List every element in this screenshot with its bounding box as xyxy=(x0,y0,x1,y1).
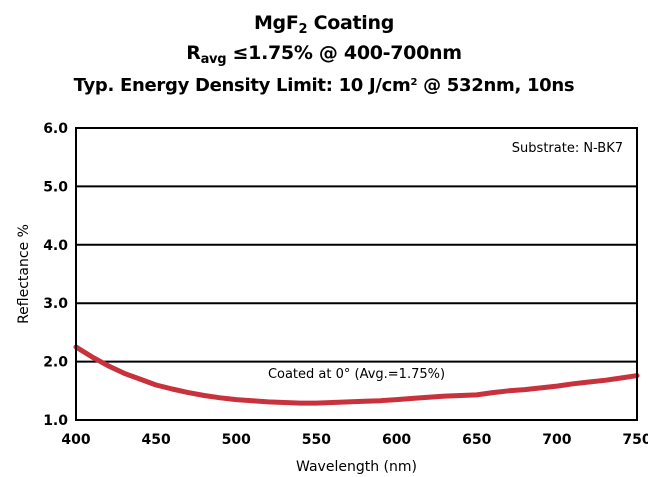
x-tick-label: 400 xyxy=(61,432,90,448)
chart-title-line-3: Typ. Energy Density Limit: 10 J/cm2 @ 53… xyxy=(73,75,575,96)
x-tick-label: 450 xyxy=(142,432,171,448)
x-tick-label: 700 xyxy=(542,432,571,448)
chart-title-line-2: Ravg ≤1.75% @ 400-700nm xyxy=(186,42,462,67)
curve-annotation: Coated at 0° (Avg.=1.75%) xyxy=(268,367,445,382)
y-tick-label: 6.0 xyxy=(43,121,68,137)
x-tick-label: 550 xyxy=(302,432,331,448)
x-tick-labels: 400 450 500 550 600 650 700 750 xyxy=(61,432,648,448)
y-tick-labels: 1.0 2.0 3.0 4.0 5.0 6.0 xyxy=(43,121,68,429)
y-tick-label: 1.0 xyxy=(43,413,68,429)
y-tick-label: 4.0 xyxy=(43,238,68,254)
grid-lines xyxy=(76,185,637,363)
x-tick-label: 650 xyxy=(462,432,491,448)
y-axis-label: Reflectance % xyxy=(16,224,32,324)
series-layer xyxy=(73,344,640,406)
series-line-0 xyxy=(73,344,640,406)
x-tick-label: 500 xyxy=(222,432,251,448)
x-tick-label: 600 xyxy=(382,432,411,448)
x-tick-label: 750 xyxy=(622,432,648,448)
y-tick-label: 5.0 xyxy=(43,179,68,195)
x-axis-label: Wavelength (nm) xyxy=(296,459,417,475)
plot-frame xyxy=(75,127,638,421)
y-tick-label: 2.0 xyxy=(43,355,68,371)
y-tick-label: 3.0 xyxy=(43,296,68,312)
chart-title-line-1: MgF2 Coating xyxy=(253,12,395,37)
substrate-annotation: Substrate: N-BK7 xyxy=(512,141,623,156)
